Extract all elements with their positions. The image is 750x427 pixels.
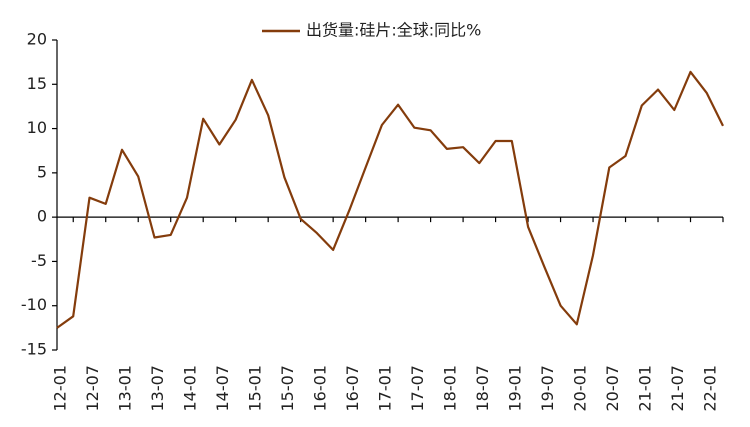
y-tick-label: -15 <box>21 340 47 359</box>
y-tick-label: 0 <box>37 207 47 226</box>
x-tick-label: 22-01 <box>700 365 719 412</box>
legend-label: 出货量:硅片:全球:同比% <box>306 21 481 40</box>
data-line <box>56 70 724 329</box>
x-tick-label: 21-07 <box>668 365 687 412</box>
y-tick-label: -10 <box>21 295 47 314</box>
x-tick-label: 21-01 <box>635 365 654 412</box>
x-tick-label: 15-07 <box>278 365 297 412</box>
x-tick-label: 17-01 <box>375 365 394 412</box>
y-tick-label: 5 <box>37 162 47 181</box>
x-tick-label: 18-01 <box>440 365 459 412</box>
x-tick-label: 18-07 <box>473 365 492 412</box>
x-tick-label: 14-01 <box>180 365 199 412</box>
x-tick-label: 15-01 <box>245 365 264 412</box>
x-tick-label: 13-07 <box>148 365 167 412</box>
y-tick-label: 15 <box>27 74 47 93</box>
x-tick-label: 19-01 <box>505 365 524 412</box>
x-tick-label: 16-01 <box>310 365 329 412</box>
x-tick-label: 13-01 <box>115 365 134 412</box>
x-tick-label: 12-07 <box>83 365 102 412</box>
x-tick-label: 14-07 <box>213 365 232 412</box>
y-tick-label: -5 <box>31 251 47 270</box>
x-tick-label: 20-01 <box>570 365 589 412</box>
x-tick-label: 16-07 <box>343 365 362 412</box>
y-tick-label: 10 <box>27 118 47 137</box>
x-tick-label: 20-07 <box>603 365 622 412</box>
x-tick-label: 12-01 <box>51 365 70 412</box>
x-tick-label: 17-07 <box>408 365 427 412</box>
y-tick-label: 20 <box>27 30 47 49</box>
x-tick-label: 19-07 <box>538 365 557 412</box>
